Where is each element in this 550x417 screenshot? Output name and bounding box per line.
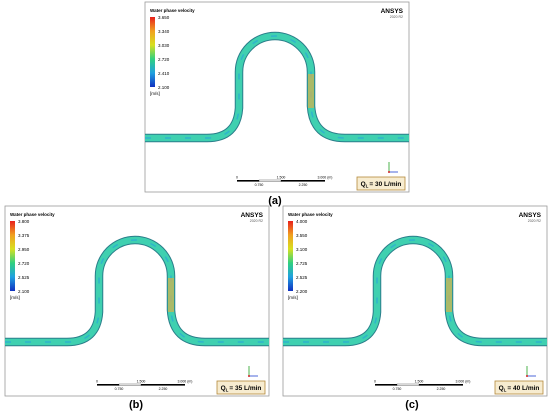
flow-label: QL= 35 L/min (221, 385, 262, 393)
legend-tick: 2.100 (18, 289, 30, 294)
flow-text: = 35 L/min (229, 385, 261, 392)
panel-frame (282, 205, 548, 397)
brand: ANSYS (519, 212, 542, 219)
scale-label: 2.250 (299, 183, 308, 187)
scale-label: 0.750 (255, 183, 264, 187)
scale-label: 1.500 (277, 176, 286, 180)
colorbar (10, 221, 15, 291)
scale-label: 3.000 (m) (178, 380, 193, 384)
version: 2020 R2 (390, 15, 403, 19)
panel: Water phase velocity 3.650 3.340 3.030 2.720… (144, 1, 410, 193)
pipe-hot (168, 278, 174, 312)
legend-tick: 2.200 (296, 289, 308, 294)
legend-tick: 3.650 (158, 15, 170, 20)
legend-unit: [m/s] (150, 91, 160, 96)
scale-label: 0 (374, 380, 376, 384)
scale-label: 2.250 (437, 387, 446, 391)
legend-tick: 3.375 (18, 233, 30, 238)
pipe-flow (283, 239, 547, 343)
scale-bar (118, 383, 142, 386)
scale-label: 1.500 (415, 380, 424, 384)
axis-triad (526, 375, 528, 377)
axis-triad (248, 375, 250, 377)
legend-tick: 2.100 (158, 85, 170, 90)
panel-label: (b) (129, 399, 143, 411)
legend-tick: 2.410 (158, 71, 170, 76)
scale-label: 2.250 (159, 387, 168, 391)
legend-tick: 2.720 (18, 261, 30, 266)
scale-bar (258, 179, 282, 182)
flow-box (216, 380, 266, 395)
legend-unit: [m/s] (10, 295, 20, 300)
axis-triad (388, 171, 390, 173)
brand: ANSYS (381, 8, 404, 15)
scale-bar (97, 384, 119, 386)
flow-box (356, 176, 406, 191)
colorbar (150, 17, 155, 87)
legend-unit: [m/s] (288, 295, 298, 300)
flow-symbol: Q (499, 385, 504, 392)
scale-bar (281, 180, 325, 182)
scale-label: 0.750 (393, 387, 402, 391)
flow-symbol: Q (221, 385, 226, 392)
scale-bar (375, 384, 397, 386)
legend-tick: 3.030 (158, 43, 170, 48)
flow-symbol: Q (361, 181, 366, 188)
scale-label: 0 (236, 176, 238, 180)
panel-frame (144, 1, 410, 193)
pipe-hot (446, 278, 452, 312)
scale-label: 3.000 (m) (456, 380, 471, 384)
legend-tick: 2.525 (296, 275, 308, 280)
pipe-hot (308, 74, 314, 108)
scale-label: 3.000 (m) (318, 176, 333, 180)
legend-title: Water phase velocity (288, 212, 333, 217)
version: 2020 R2 (528, 219, 541, 223)
scale-bar (419, 384, 463, 386)
flow-subscript: L (366, 184, 369, 189)
legend-tick: 3.550 (296, 233, 308, 238)
legend-tick: 3.340 (158, 29, 170, 34)
version: 2020 R2 (250, 219, 263, 223)
panel: Water phase velocity 4.000 3.550 3.100 2.725… (282, 205, 548, 397)
scale-label: 0.750 (115, 387, 124, 391)
legend-tick: 2.725 (296, 261, 308, 266)
legend-tick: 3.100 (296, 247, 308, 252)
legend-title: Water phase velocity (10, 212, 55, 217)
brand: ANSYS (241, 212, 264, 219)
scale-label: 1.500 (137, 380, 146, 384)
legend-title: Water phase velocity (150, 8, 195, 13)
panel: Water phase velocity 3.800 3.375 2.950 2.720… (4, 205, 270, 397)
panel-frame (4, 205, 270, 397)
flow-text: = 30 L/min (369, 181, 401, 188)
flow-subscript: L (226, 388, 229, 393)
scale-bar (396, 383, 420, 386)
pipe-flow (145, 35, 409, 139)
legend-tick: 2.525 (18, 275, 30, 280)
legend-tick: 2.950 (18, 247, 30, 252)
scale-label: 0 (96, 380, 98, 384)
legend-tick: 2.720 (158, 57, 170, 62)
flow-subscript: L (504, 388, 507, 393)
scale-bar (141, 384, 185, 386)
flow-text: = 40 L/min (507, 385, 539, 392)
panel-label: (c) (405, 399, 419, 411)
flow-box (494, 380, 544, 395)
flow-label: QL= 40 L/min (499, 385, 540, 393)
scale-bar (237, 180, 259, 182)
panel-label: (a) (268, 195, 282, 207)
colorbar (288, 221, 293, 291)
legend-tick: 3.800 (18, 219, 30, 224)
pipe-flow (5, 239, 269, 343)
flow-label: QL= 30 L/min (361, 181, 402, 189)
legend-tick: 4.000 (296, 219, 308, 224)
